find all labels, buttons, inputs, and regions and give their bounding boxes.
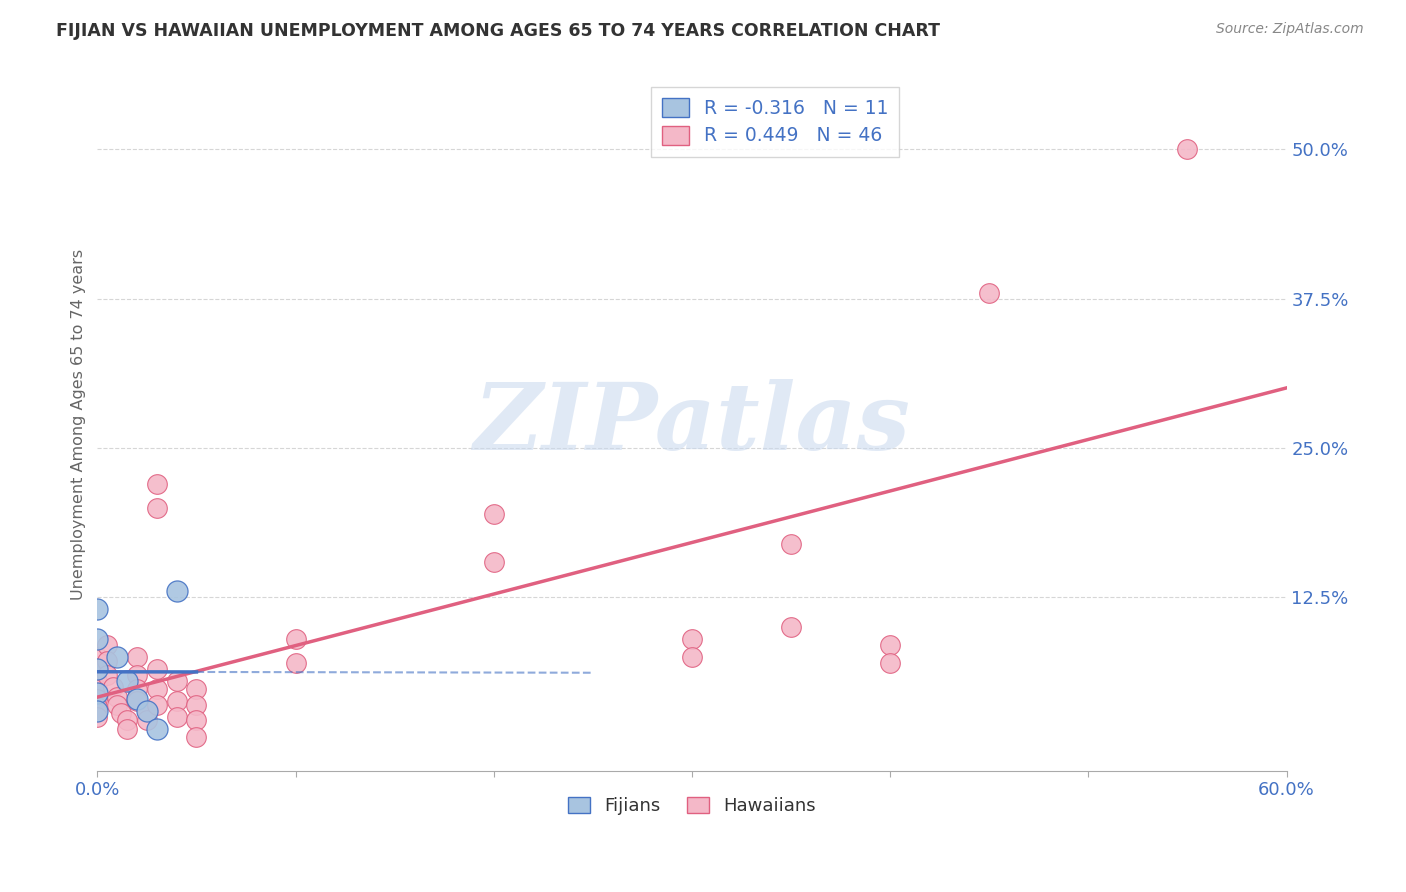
Point — [879, 638, 901, 652]
Point — [96, 638, 118, 652]
Point — [166, 694, 188, 708]
Point — [482, 555, 505, 569]
Point — [166, 710, 188, 724]
Point — [86, 650, 108, 665]
Point — [979, 285, 1001, 300]
Legend: Fijians, Hawaiians: Fijians, Hawaiians — [558, 788, 825, 824]
Point — [125, 692, 148, 706]
Point — [125, 694, 148, 708]
Point — [146, 662, 169, 676]
Point — [146, 682, 169, 697]
Point — [86, 632, 108, 647]
Point — [166, 674, 188, 689]
Point — [86, 686, 108, 700]
Point — [86, 704, 108, 718]
Point — [284, 632, 307, 647]
Point — [284, 656, 307, 670]
Point — [125, 650, 148, 665]
Point — [879, 656, 901, 670]
Point — [86, 700, 108, 714]
Text: ZIPatlas: ZIPatlas — [474, 379, 911, 469]
Point — [146, 500, 169, 515]
Point — [166, 584, 188, 599]
Point — [110, 706, 132, 721]
Point — [86, 602, 108, 616]
Point — [86, 662, 108, 676]
Point — [146, 476, 169, 491]
Point — [780, 620, 803, 634]
Point — [86, 710, 108, 724]
Point — [186, 682, 208, 697]
Point — [103, 680, 125, 694]
Text: FIJIAN VS HAWAIIAN UNEMPLOYMENT AMONG AGES 65 TO 74 YEARS CORRELATION CHART: FIJIAN VS HAWAIIAN UNEMPLOYMENT AMONG AG… — [56, 22, 941, 40]
Y-axis label: Unemployment Among Ages 65 to 74 years: Unemployment Among Ages 65 to 74 years — [72, 249, 86, 599]
Point — [125, 682, 148, 697]
Text: Source: ZipAtlas.com: Source: ZipAtlas.com — [1216, 22, 1364, 37]
Point — [105, 698, 128, 712]
Point — [96, 668, 118, 682]
Point — [115, 722, 138, 736]
Point — [482, 507, 505, 521]
Point — [115, 674, 138, 689]
Point — [135, 704, 157, 718]
Point — [135, 704, 157, 718]
Point — [105, 650, 128, 665]
Point — [1177, 142, 1199, 156]
Point — [186, 730, 208, 744]
Point — [146, 698, 169, 712]
Point — [96, 654, 118, 668]
Point — [681, 650, 703, 665]
Point — [135, 714, 157, 728]
Point — [146, 722, 169, 736]
Point — [86, 662, 108, 676]
Point — [86, 692, 108, 706]
Point — [780, 536, 803, 550]
Point — [86, 674, 108, 689]
Point — [86, 682, 108, 697]
Point — [115, 714, 138, 728]
Point — [186, 698, 208, 712]
Point — [186, 714, 208, 728]
Point — [125, 668, 148, 682]
Point — [681, 632, 703, 647]
Point — [105, 690, 128, 704]
